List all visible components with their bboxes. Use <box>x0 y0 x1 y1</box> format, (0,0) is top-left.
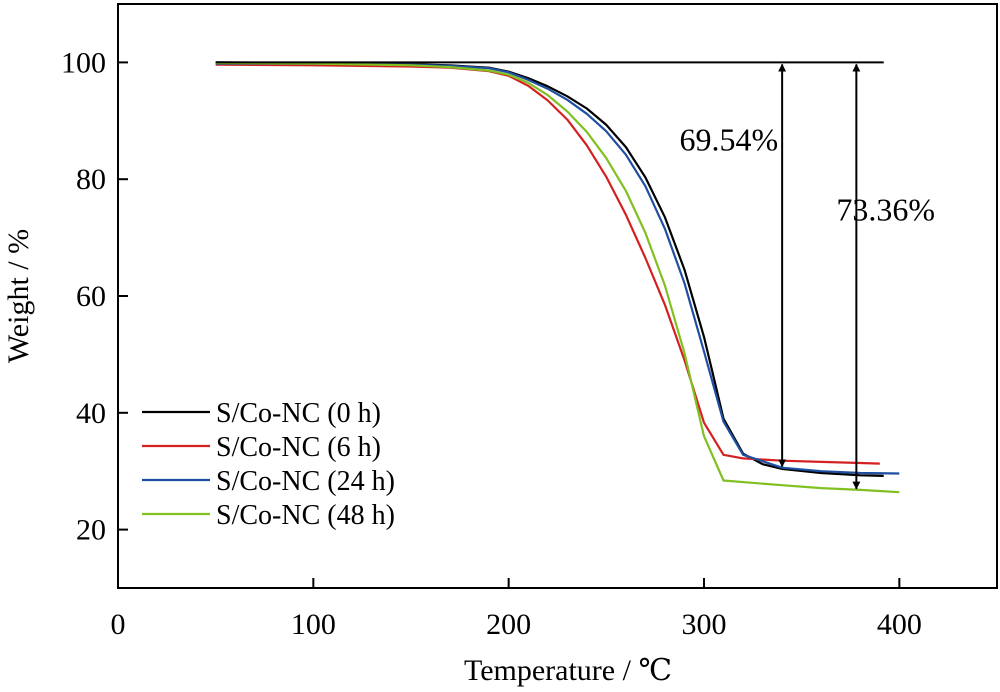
x-tick-label: 0 <box>111 608 126 641</box>
series-line-3 <box>215 61 900 494</box>
y-axis-title: Weight / % <box>2 229 35 363</box>
legend-label-3: S/Co-NC (48 h) <box>216 500 395 531</box>
series-layer <box>215 61 900 494</box>
annotation-layer: 69.54% 73.36% <box>215 61 935 490</box>
legend-label-0: S/Co-NC (0 h) <box>216 398 381 429</box>
y-tick-label: 100 <box>61 46 106 79</box>
y-tick-label: 20 <box>76 514 106 547</box>
x-tick-label: 400 <box>877 608 922 641</box>
x-tick-label: 100 <box>291 608 336 641</box>
x-tick-label: 200 <box>486 608 531 641</box>
x-axis-title: Temperature / ℃ <box>464 654 672 687</box>
y-tick-label: 40 <box>76 397 106 430</box>
y-tick-label: 60 <box>76 280 106 313</box>
x-tick-label: 300 <box>682 608 727 641</box>
y-tick-label: 80 <box>76 163 106 196</box>
axes-layer: 0 100 200 300 400 20 40 60 80 100 <box>61 3 998 641</box>
legend-label-1: S/Co-NC (6 h) <box>216 432 381 463</box>
annotation-label-0: 69.54% <box>679 121 778 157</box>
annotation-label-1: 73.36% <box>836 191 935 227</box>
legend-label-2: S/Co-NC (24 h) <box>216 466 395 497</box>
series-line-2 <box>215 62 900 475</box>
legend: S/Co-NC (0 h)S/Co-NC (6 h)S/Co-NC (24 h)… <box>142 398 395 531</box>
